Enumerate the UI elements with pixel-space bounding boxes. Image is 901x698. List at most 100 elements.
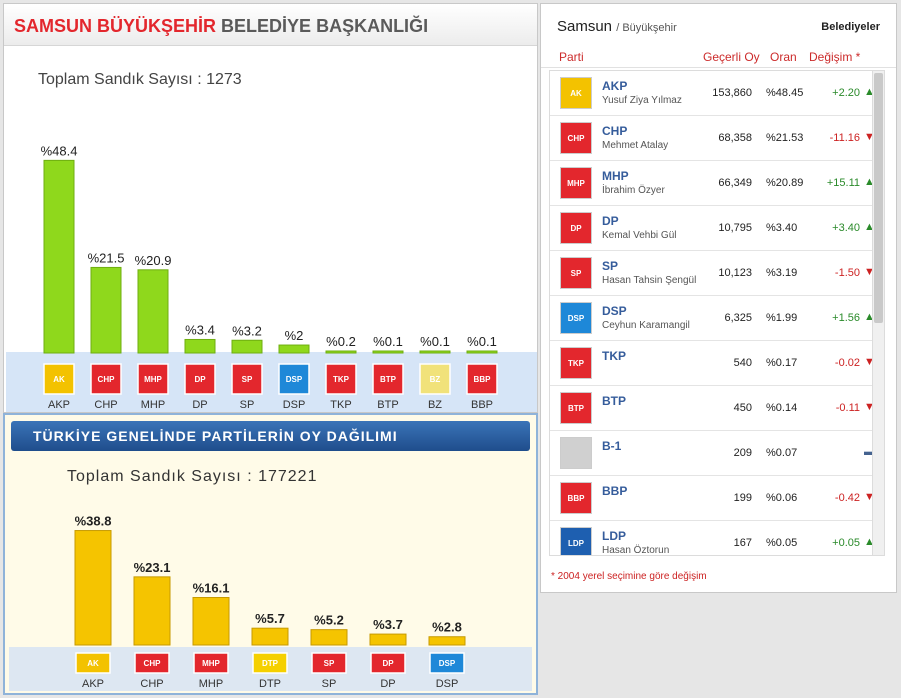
logo-text: MHP (567, 178, 585, 188)
party-name: LDP (602, 529, 626, 543)
candidate-name: Ceyhun Karamangil (602, 320, 690, 331)
vote-ratio: %1.99 (766, 312, 798, 324)
logo-text: CHP (567, 133, 585, 143)
valid-votes: 153,860 (712, 87, 752, 99)
result-row-b-1[interactable]: B-1 209 %0.07 ▬ (550, 431, 884, 476)
change-arrow-icon: ▼ (864, 401, 875, 413)
value-label-chp: %21.5 (88, 250, 125, 265)
chp-logo-icon: CHP (560, 122, 592, 154)
vote-ratio: %0.07 (766, 447, 798, 459)
bbp-logo-icon (466, 363, 498, 395)
result-row-dp[interactable]: DP DP Kemal Vehbi Gül 10,795 %3.40 +3.40 ▲ (550, 206, 884, 251)
change-arrow-icon: ▼ (864, 356, 875, 368)
mhp-logo-text: MHP (144, 375, 162, 384)
result-row-tkp[interactable]: TKP TKP 540 %0.17 -0.02 ▼ (550, 341, 884, 386)
dsp-logo-icon (278, 363, 310, 395)
vote-ratio: %0.05 (766, 537, 798, 549)
akp-logo-icon: AK (560, 77, 592, 109)
results-city: Samsun (557, 18, 613, 35)
result-row-mhp[interactable]: MHP MHP İbrahim Özyer 66,349 %20.89 +15.11 ▲ (550, 161, 884, 206)
results-panel: Samsun / Büyükşehir Belediyeler Parti Ge… (540, 3, 897, 593)
tkp-logo-icon: TKP (560, 347, 592, 379)
logo-text: DSP (567, 313, 585, 323)
results-list[interactable]: AK AKP Yusuf Ziya Yılmaz 153,860 %48.45 +2.20… (549, 70, 885, 556)
dp-logo-icon (184, 363, 216, 395)
change-arrow-icon: ▼ (864, 266, 875, 278)
result-row-ldp[interactable]: LDP LDP Hasan Öztorun 167 %0.05 +0.05 ▲ (550, 521, 884, 556)
value-label-mhp: %16.1 (193, 581, 230, 596)
category-label-akp: AKP (48, 399, 70, 411)
candidate-name: Yusuf Ziya Yılmaz (602, 95, 682, 106)
result-row-sp[interactable]: SP SP Hasan Tahsin Şengül 10,123 %3.19 -1.50 ▼ (550, 251, 884, 296)
mhp-logo-icon (137, 363, 169, 395)
bar-akp (43, 159, 75, 354)
valid-votes: 199 (733, 492, 752, 504)
vote-ratio: %0.06 (766, 492, 798, 504)
vote-change: -1.50 (834, 267, 860, 279)
samsun-chart-title: SAMSUN BÜYÜKŞEHİR BELEDİYE BAŞKANLIĞI (4, 4, 537, 46)
dsp-logo-text: DSP (286, 375, 303, 384)
tkp-logo-text: TKP (333, 375, 350, 384)
vote-change: -0.11 (835, 402, 860, 414)
scrollbar-thumb[interactable] (874, 73, 883, 323)
valid-votes: 167 (733, 537, 752, 549)
municipalities-link[interactable]: Belediyeler (821, 21, 880, 33)
bar-dp (184, 338, 216, 354)
dsp-logo-icon (429, 652, 465, 674)
result-row-akp[interactable]: AK AKP Yusuf Ziya Yılmaz 153,860 %48.45 +2.20… (550, 71, 884, 116)
value-label-tkp: %0.2 (326, 334, 356, 349)
samsun-chart-panel: SAMSUN BÜYÜKŞEHİR BELEDİYE BAŞKANLIĞI To… (3, 3, 538, 413)
bar-sp (231, 339, 263, 354)
valid-votes: 10,795 (718, 222, 752, 234)
value-label-chp: %23.1 (134, 560, 171, 575)
results-footnote: * 2004 yerel seçimine göre değişim (551, 571, 707, 582)
turkey-total-ballot-count: Toplam Sandık Sayısı : 177221 (67, 468, 318, 485)
turkey-bar-chart: %38.8 AK AKP %23.1 CHP CHP %16.1 MHP MHP %5.7 DTP D… (74, 514, 466, 690)
bar-dsp (278, 344, 310, 354)
chp-logo-text: CHP (144, 659, 162, 668)
value-label-sp: %3.2 (232, 323, 262, 338)
change-arrow-icon: ▲ (864, 536, 875, 548)
b-1-logo-icon (560, 437, 592, 469)
vote-ratio: %20.89 (766, 177, 804, 189)
candidate-name: Hasan Öztorun (602, 545, 670, 556)
vote-change: +0.05 (832, 537, 860, 549)
value-label-mhp: %20.9 (135, 253, 172, 268)
logo-text: AK (570, 88, 582, 98)
logo-text: DP (570, 223, 582, 233)
bar-dsp (428, 636, 466, 646)
category-label-dp: DP (192, 399, 207, 411)
results-subtitle: / Büyükşehir (616, 22, 677, 34)
category-label-bz: BZ (428, 399, 442, 411)
vote-ratio: %48.45 (766, 87, 804, 99)
ldp-logo-icon: LDP (560, 527, 592, 555)
candidate-name: Kemal Vehbi Gül (602, 230, 677, 241)
result-row-btp[interactable]: BTP BTP 450 %0.14 -0.11 ▼ (550, 386, 884, 431)
vote-ratio: %3.40 (766, 222, 798, 234)
bar-bbp (466, 350, 498, 354)
party-name: B-1 (602, 439, 622, 453)
sp-logo-text: SP (242, 375, 253, 384)
bar-sp (310, 629, 348, 646)
col-votes: Geçerli Oy (703, 50, 760, 64)
results-column-headers: Parti Geçerli Oy Oran Değişim * (541, 46, 896, 68)
mhp-logo-icon: MHP (560, 167, 592, 199)
btp-logo-icon (372, 363, 404, 395)
result-row-bbp[interactable]: BBP BBP 199 %0.06 -0.42 ▼ (550, 476, 884, 521)
category-label-tkp: TKP (330, 399, 351, 411)
bar-tkp (325, 350, 357, 354)
samsun-total-ballot-count: Toplam Sandık Sayısı : 1273 (38, 71, 242, 88)
value-label-akp: %48.4 (41, 143, 78, 158)
value-label-dp: %3.7 (373, 617, 403, 632)
result-row-chp[interactable]: CHP CHP Mehmet Atalay 68,358 %21.53 -11.16 ▼ (550, 116, 884, 161)
valid-votes: 6,325 (724, 312, 752, 324)
vote-ratio: %21.53 (766, 132, 804, 144)
results-scrollbar[interactable] (872, 71, 884, 555)
col-party: Parti (559, 50, 584, 64)
party-name: BTP (602, 394, 626, 408)
result-row-dsp[interactable]: DSP DSP Ceyhun Karamangil 6,325 %1.99 +1.56 ▲ (550, 296, 884, 341)
change-arrow-icon: ▼ (864, 131, 875, 143)
logo-text: SP (570, 268, 582, 278)
col-change: Değişim * (809, 50, 861, 64)
vote-change: +15.11 (826, 177, 860, 189)
